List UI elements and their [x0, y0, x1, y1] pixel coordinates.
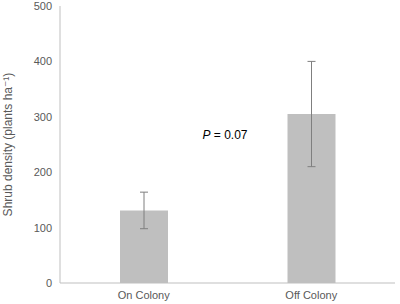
- svg-text:400: 400: [34, 55, 52, 67]
- svg-text:300: 300: [34, 111, 52, 123]
- svg-text:Off Colony: Off Colony: [285, 289, 337, 301]
- svg-text:On Colony: On Colony: [118, 289, 170, 301]
- svg-text:0: 0: [46, 277, 52, 289]
- svg-text:100: 100: [34, 222, 52, 234]
- html-text:P = 0.07: P = 0.07: [202, 128, 248, 142]
- svg-text:Shrub density (plants ha⁻¹): Shrub density (plants ha⁻¹): [8, 73, 15, 217]
- svg-text:200: 200: [34, 166, 52, 178]
- svg-text:500: 500: [34, 0, 52, 12]
